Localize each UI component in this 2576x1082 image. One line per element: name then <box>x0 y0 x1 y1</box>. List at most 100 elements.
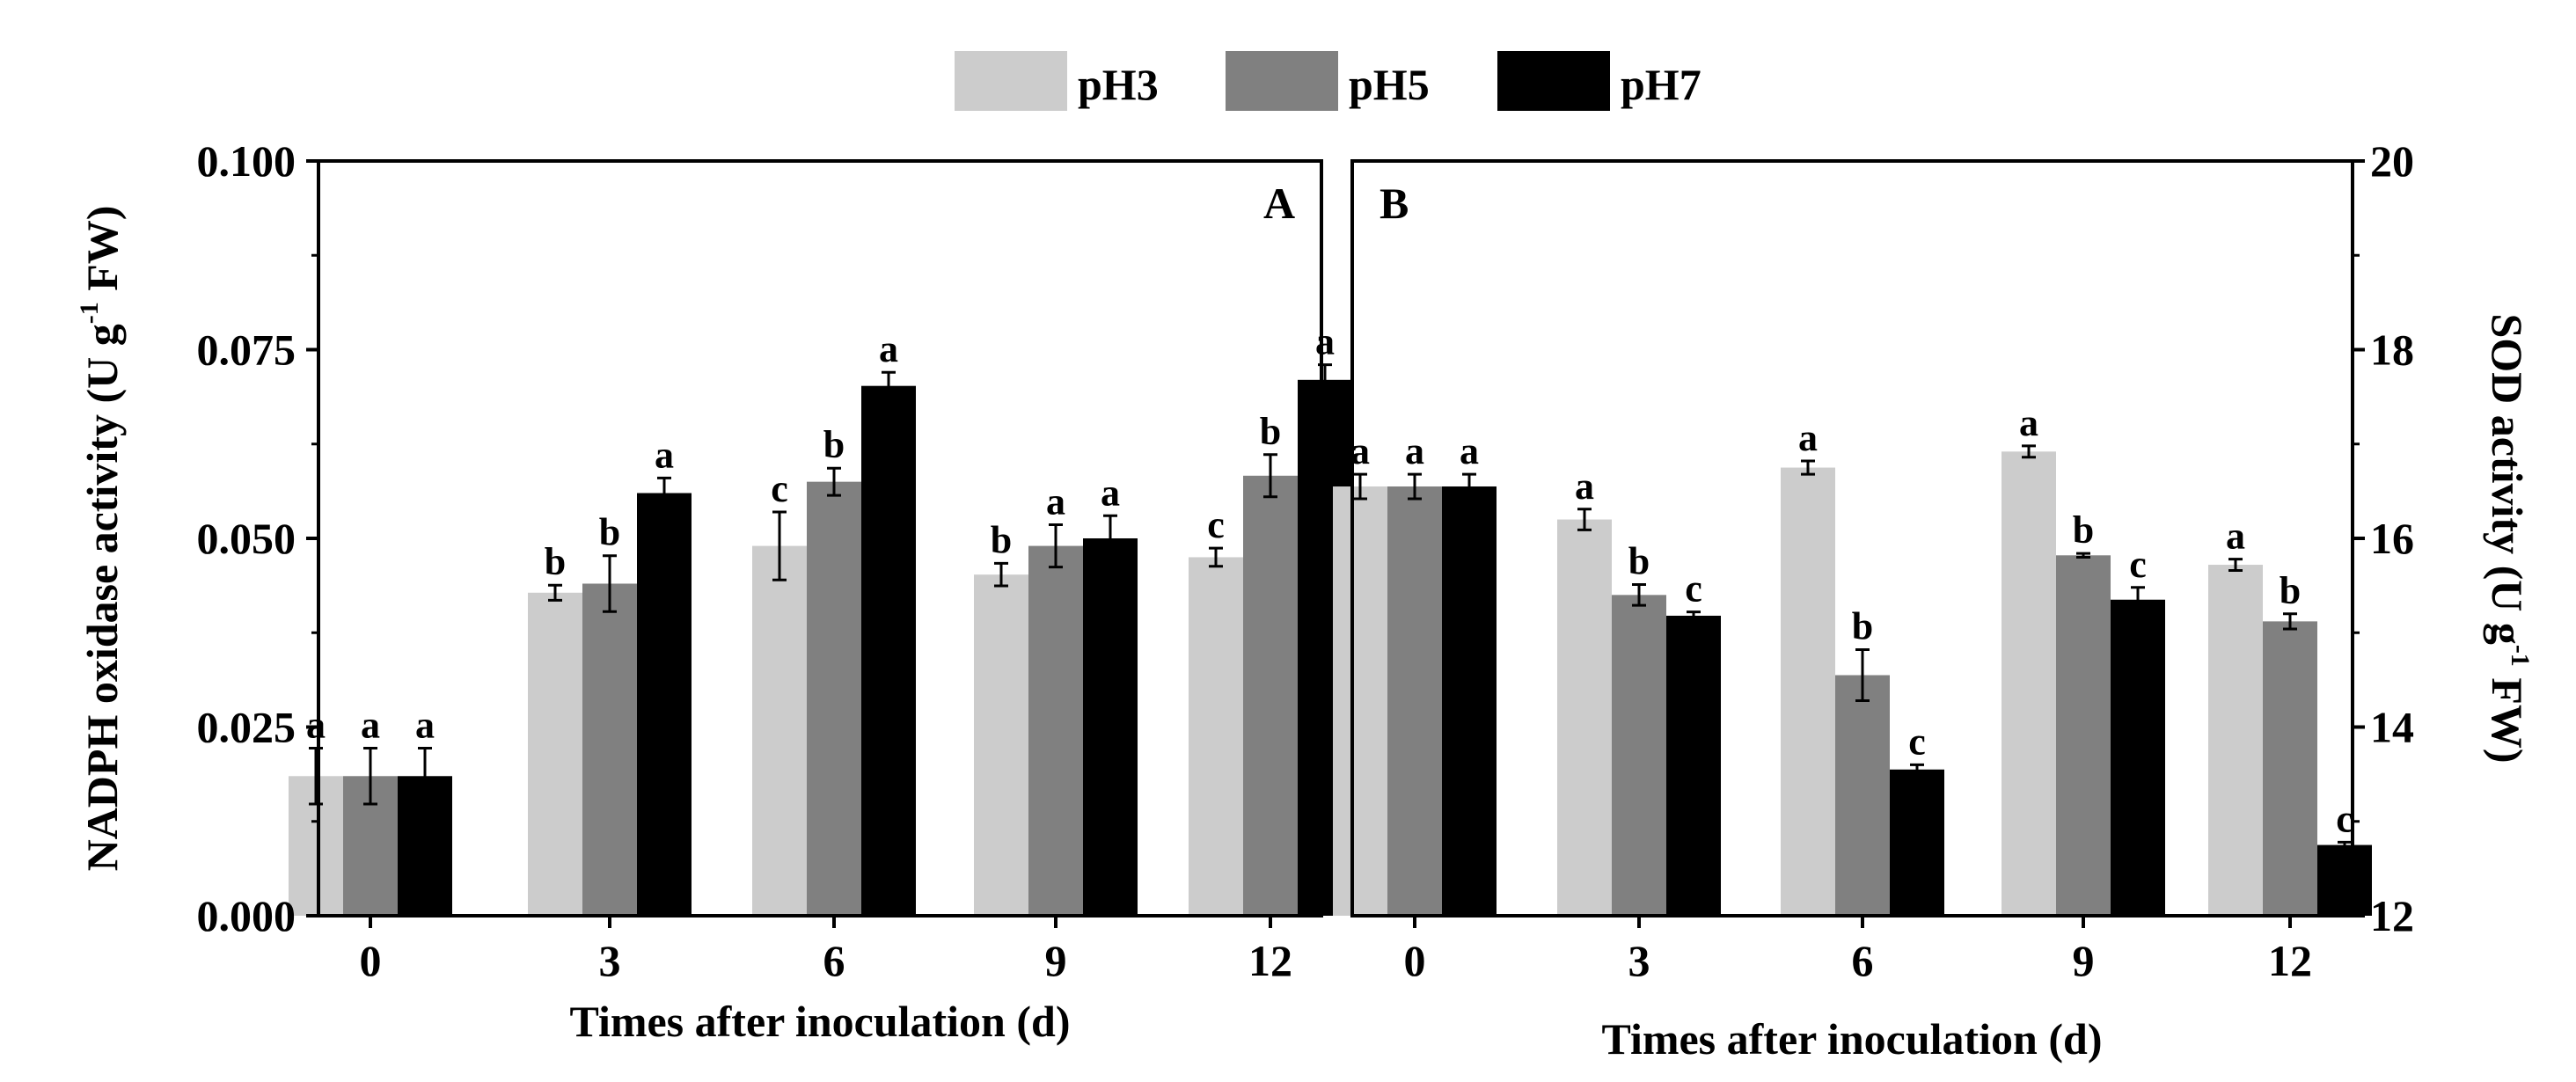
bar-ph7-day-0 <box>1442 486 1497 916</box>
bar-ph3-day-12 <box>2208 565 2263 916</box>
bar-ph3-day-9 <box>974 574 1028 916</box>
significance-letter-ph5-day-6: b <box>823 423 845 466</box>
x-tick-label: 6 <box>823 936 845 985</box>
x-tick-label: 3 <box>1628 936 1650 985</box>
legend-label-ph3: pH3 <box>1078 60 1159 109</box>
significance-letter-ph3-day-3: b <box>545 540 566 583</box>
panel-a-ticks: 0.000 0.025 0.050 0.075 0.100 0 3 6 9 12 <box>197 136 1293 985</box>
bar-ph3-day-12 <box>1189 557 1243 916</box>
error-bar-ph3-day-0 <box>1353 472 1367 501</box>
significance-letter-ph7-day-6: a <box>879 327 898 370</box>
y-tick-label: 18 <box>2370 325 2414 375</box>
x-tick-label: 12 <box>2268 936 2312 985</box>
bar-ph5-day-3 <box>582 583 637 916</box>
legend-label-ph7: pH7 <box>1621 60 1701 109</box>
bar-ph5-day-9 <box>2056 555 2111 916</box>
significance-letter-ph3-day-6: c <box>771 467 788 510</box>
panel-b-ylabel: SOD activity (U g-1 FW) <box>2483 313 2535 763</box>
panel-b-xlabel: Times after inoculation (d) <box>1602 1014 2103 1064</box>
significance-letter-ph3-day-12: a <box>2226 515 2245 558</box>
legend-swatch-ph7 <box>1497 51 1610 111</box>
bar-ph7-day-9 <box>1083 538 1138 916</box>
error-bar-ph3-day-6 <box>772 510 787 581</box>
bar-ph5-day-6 <box>807 481 861 916</box>
y-tick-label: 0.050 <box>197 514 296 563</box>
bar-ph5-day-12 <box>1243 475 1298 916</box>
error-bar-ph7-day-9 <box>2131 586 2145 614</box>
error-bar-ph3-day-9 <box>994 561 1008 588</box>
significance-letter-ph5-day-12: b <box>2280 569 2301 612</box>
error-bar-ph5-day-9 <box>1049 523 1063 569</box>
y-tick-label: 16 <box>2370 514 2414 563</box>
y-tick-label: 0.000 <box>197 891 296 940</box>
legend-swatch-ph3 <box>955 51 1067 111</box>
significance-letter-ph7-day-0: a <box>1460 429 1479 472</box>
y-tick-label: 0.025 <box>197 703 296 752</box>
significance-letter-ph5-day-9: a <box>1046 480 1065 523</box>
error-bar-ph3-day-0 <box>309 747 323 806</box>
significance-letter-ph7-day-6: c <box>1908 720 1926 763</box>
x-tick-label: 0 <box>1404 936 1426 985</box>
error-bar-ph5-day-3 <box>603 554 617 613</box>
error-bar-ph7-day-3 <box>1687 610 1701 621</box>
panel-a-ylabel: NADPH oxidase activity (U g-1 FW) <box>75 206 127 872</box>
error-bar-ph5-day-3 <box>1632 583 1646 607</box>
y-tick-label: 0.075 <box>197 325 296 375</box>
significance-letter-ph5-day-0: a <box>361 704 380 747</box>
error-bar-ph3-day-12 <box>2228 558 2243 572</box>
bar-ph3-day-3 <box>1557 519 1612 916</box>
x-tick-label: 0 <box>360 936 382 985</box>
error-bar-ph5-day-0 <box>363 747 377 806</box>
error-bar-ph5-day-12 <box>2283 612 2297 631</box>
x-tick-label: 9 <box>1045 936 1067 985</box>
error-bar-ph5-day-9 <box>2076 552 2090 559</box>
error-bar-ph3-day-3 <box>548 583 562 602</box>
error-bar-ph7-day-0 <box>1462 472 1476 501</box>
x-tick-label: 3 <box>599 936 621 985</box>
bar-ph3-day-3 <box>528 592 582 916</box>
bar-ph7-day-6 <box>861 385 916 917</box>
significance-letter-ph7-day-9: a <box>1101 471 1120 514</box>
panel-a-xlabel: Times after inoculation (d) <box>570 997 1071 1046</box>
significance-letter-ph7-day-9: c <box>2129 543 2147 586</box>
legend-swatch-ph5 <box>1226 51 1338 111</box>
significance-letter-ph3-day-9: b <box>991 518 1012 561</box>
bar-ph3-day-6 <box>1781 467 1835 916</box>
bar-ph3-day-9 <box>2002 451 2056 916</box>
error-bar-ph7-day-12 <box>2338 840 2352 850</box>
significance-letter-ph3-day-0: a <box>1350 429 1370 472</box>
error-bar-ph7-day-3 <box>657 476 671 510</box>
significance-letter-ph3-day-6: a <box>1798 416 1818 459</box>
significance-letter-ph5-day-12: b <box>1260 410 1281 453</box>
bar-ph7-day-12 <box>2317 844 2372 916</box>
panel-a-label: A <box>1263 179 1295 228</box>
significance-letter-ph7-day-12: a <box>1315 320 1335 363</box>
significance-letter-ph7-day-3: a <box>655 433 674 476</box>
y-tick-label: 20 <box>2370 136 2414 186</box>
significance-letter-ph7-day-12: c <box>2336 797 2353 840</box>
bar-ph3-day-0 <box>1333 486 1387 916</box>
error-bar-ph5-day-6 <box>1855 648 1870 702</box>
error-bar-ph7-day-6 <box>1910 763 1924 776</box>
significance-letter-ph3-day-0: a <box>306 704 326 747</box>
significance-letter-ph3-day-9: a <box>2019 401 2038 444</box>
significance-letter-ph7-day-3: c <box>1685 567 1702 610</box>
error-bar-ph5-day-6 <box>827 466 841 497</box>
significance-letter-ph5-day-6: b <box>1852 605 1873 648</box>
x-tick-label: 9 <box>2073 936 2095 985</box>
bar-ph5-day-12 <box>2263 621 2317 916</box>
x-tick-label: 12 <box>1248 936 1292 985</box>
significance-letter-ph5-day-0: a <box>1405 429 1424 472</box>
error-bar-ph3-day-6 <box>1801 459 1815 476</box>
legend: pH3 pH5 pH7 <box>955 51 1701 111</box>
significance-letter-ph5-day-3: b <box>599 511 620 554</box>
bar-ph7-day-9 <box>2111 599 2165 916</box>
error-bar-ph3-day-12 <box>1209 546 1223 568</box>
bar-ph5-day-0 <box>1387 486 1442 916</box>
significance-letter-ph5-day-9: b <box>2073 508 2094 552</box>
bar-ph7-day-3 <box>637 493 692 916</box>
bar-ph3-day-6 <box>752 545 807 916</box>
